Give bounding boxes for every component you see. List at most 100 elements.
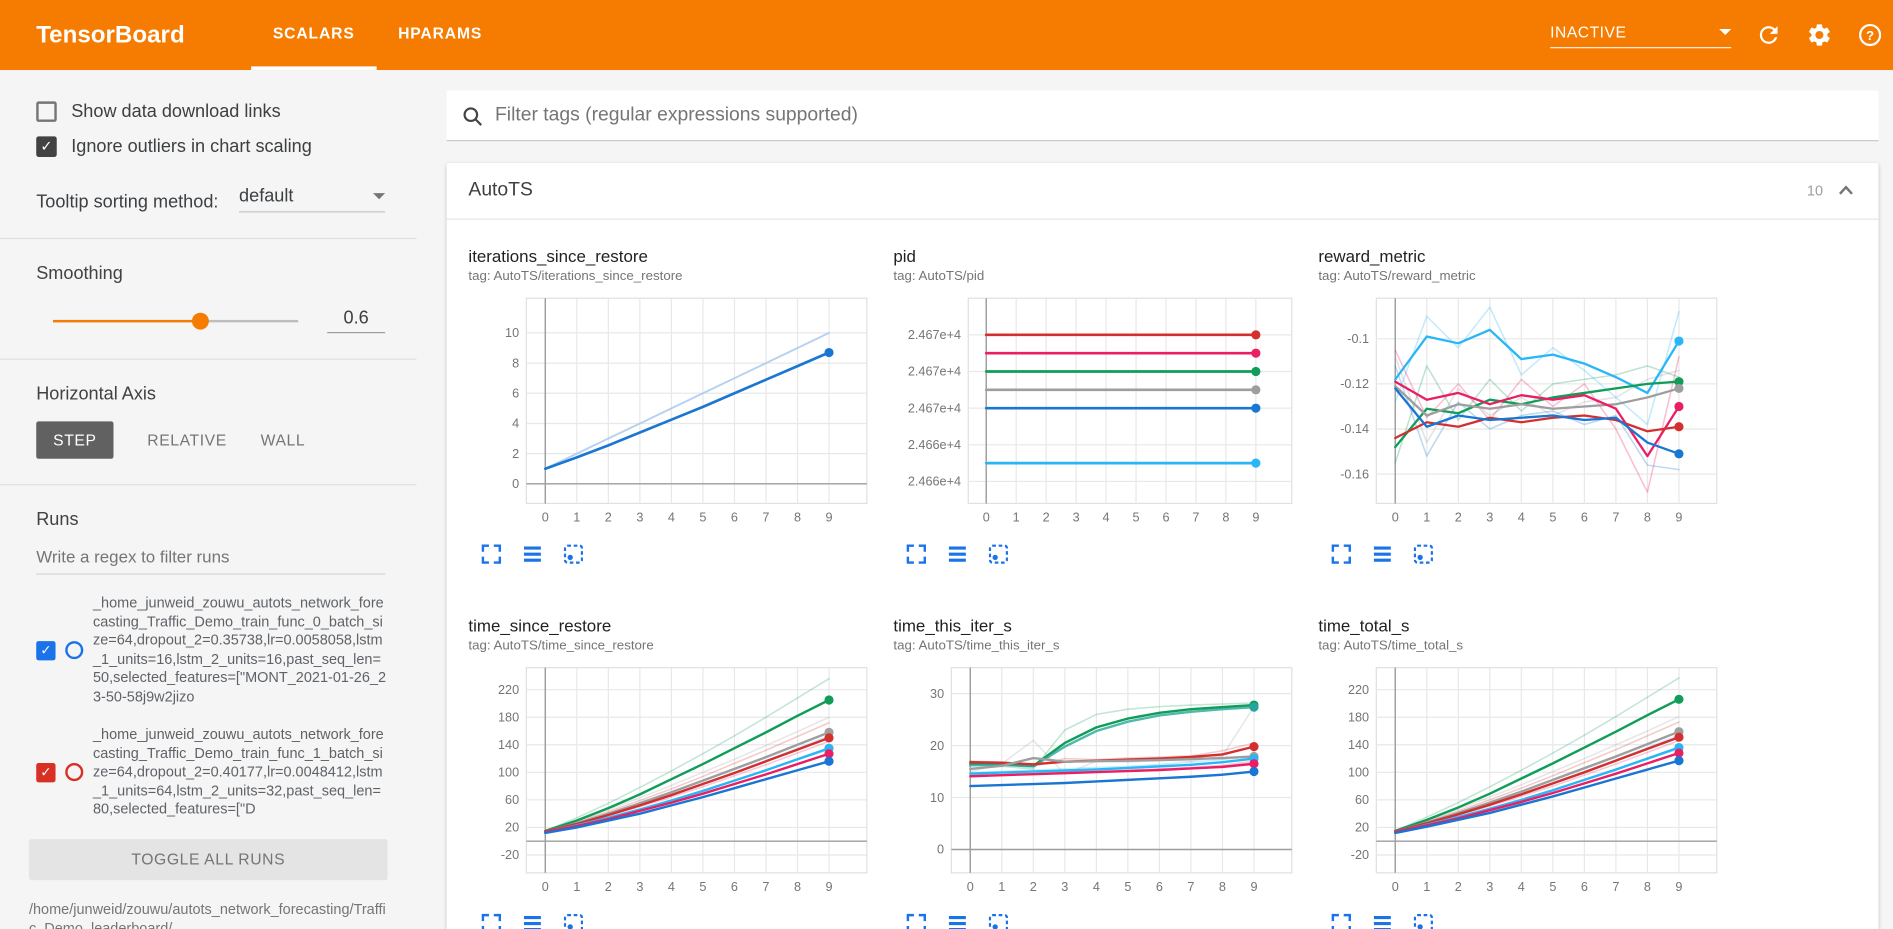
chart-tag: tag: AutoTS/reward_metric (1318, 269, 1476, 284)
svg-text:-0.16: -0.16 (1340, 467, 1369, 481)
svg-text:8: 8 (1644, 880, 1651, 894)
svg-text:6: 6 (1581, 511, 1588, 525)
fit-domain-icon[interactable] (988, 913, 1010, 929)
svg-text:1: 1 (1013, 511, 1020, 525)
run-checkbox[interactable]: ✓ (36, 640, 56, 660)
tag-group-header[interactable]: AutoTS 10 (446, 163, 1879, 220)
logdir-path: /home/junweid/zouwu/autots_network_forec… (28, 900, 386, 929)
chart-cell: reward_metric tag: AutoTS/reward_metric … (1309, 234, 1734, 603)
svg-text:2.466e+4: 2.466e+4 (908, 475, 961, 489)
chart-cell: pid tag: AutoTS/pid 2.467e+4 2.467e+4 2.46… (884, 234, 1309, 603)
ignore-outliers-checkbox[interactable]: ✓ (36, 136, 57, 157)
reload-status-dropdown[interactable]: INACTIVE (1550, 22, 1732, 48)
line-chart[interactable]: -0.1 -0.12 -0.14 -0.16 0 1 2 3 4 5 6 7 8 9 (1318, 291, 1728, 532)
svg-text:180: 180 (498, 710, 519, 724)
chart-actions (468, 543, 874, 565)
expand-chart-icon[interactable] (481, 913, 503, 929)
search-icon (463, 106, 482, 126)
toggle-y-axis-icon[interactable] (522, 543, 544, 565)
toggle-all-runs-button[interactable]: TOGGLE ALL RUNS (28, 838, 388, 880)
show-download-links-checkbox[interactable] (36, 101, 57, 122)
tab-hparams[interactable]: HPARAMS (398, 24, 483, 43)
runs-filter-input[interactable] (36, 539, 386, 575)
scalars-dashboard: AutoTS 10 iterations_since_restore tag: … (417, 70, 1893, 929)
svg-text:140: 140 (498, 738, 519, 752)
toggle-y-axis-icon[interactable] (522, 913, 544, 929)
svg-text:2: 2 (512, 447, 519, 461)
svg-text:8: 8 (1219, 880, 1226, 894)
svg-text:2: 2 (605, 880, 612, 894)
smoothing-value-input[interactable]: 0.6 (327, 308, 386, 334)
toggle-y-axis-icon[interactable] (947, 543, 969, 565)
line-chart[interactable]: 220 180 140 100 60 20 -20 0 1 2 3 4 5 6 7 8 9 (1318, 660, 1728, 901)
run-item[interactable]: ✓ _home_junweid_zouwu_autots_network_for… (0, 726, 417, 820)
svg-text:-20: -20 (1351, 848, 1369, 862)
refresh-icon[interactable] (1755, 22, 1782, 49)
gear-icon[interactable] (1806, 22, 1833, 49)
svg-text:2: 2 (1043, 511, 1050, 525)
svg-text:1: 1 (998, 880, 1005, 894)
svg-text:1: 1 (573, 880, 580, 894)
app-header: TensorBoard SCALARS HPARAMS INACTIVE ? (0, 0, 1893, 71)
chart-actions (1318, 543, 1724, 565)
expand-chart-icon[interactable] (481, 543, 503, 565)
svg-text:9: 9 (1675, 511, 1682, 525)
toggle-y-axis-icon[interactable] (947, 913, 969, 929)
chevron-down-icon (1719, 28, 1732, 35)
chart-title: pid (893, 246, 916, 266)
fit-domain-icon[interactable] (563, 913, 585, 929)
tag-group-count: 10 (1806, 182, 1824, 200)
svg-text:9: 9 (825, 880, 832, 894)
line-chart[interactable]: 2.467e+4 2.467e+4 2.467e+4 2.466e+4 2.466e+4… (893, 291, 1303, 532)
svg-text:10: 10 (505, 326, 519, 340)
ignore-outliers-checkbox-row[interactable]: ✓ Ignore outliers in chart scaling (36, 136, 385, 157)
line-chart[interactable]: 220 180 140 100 60 20 -20 0 1 2 3 4 5 6 7 8 9 (468, 660, 878, 901)
line-chart[interactable]: 30 20 10 0 0 1 2 3 4 5 6 7 8 9 (893, 660, 1303, 901)
tab-scalars[interactable]: SCALARS (251, 0, 377, 71)
slider-thumb[interactable] (191, 312, 209, 329)
line-chart[interactable]: 0 2 4 6 8 10 0 1 2 3 4 5 6 7 8 9 (468, 291, 878, 532)
fit-domain-icon[interactable] (988, 543, 1010, 565)
run-solo-radio[interactable] (65, 763, 84, 782)
header-controls: INACTIVE ? (1550, 0, 1893, 70)
toggle-y-axis-icon[interactable] (1371, 913, 1393, 929)
fit-domain-icon[interactable] (563, 543, 585, 565)
chart-title: time_total_s (1318, 615, 1410, 636)
help-icon[interactable]: ? (1857, 22, 1884, 49)
chart-cell: iterations_since_restore tag: AutoTS/ite… (459, 234, 884, 603)
svg-text:100: 100 (498, 766, 519, 780)
divider (0, 237, 417, 240)
fit-domain-icon[interactable] (1413, 913, 1435, 929)
chevron-up-icon[interactable] (1835, 180, 1857, 202)
svg-text:140: 140 (1348, 738, 1369, 752)
tag-filter-input[interactable] (494, 104, 1865, 127)
chart-actions (468, 913, 874, 929)
chart-actions (1318, 913, 1724, 929)
svg-text:5: 5 (1549, 880, 1556, 894)
svg-text:1: 1 (1423, 880, 1430, 894)
svg-text:220: 220 (498, 683, 519, 697)
fit-domain-icon[interactable] (1413, 543, 1435, 565)
axis-step-button[interactable]: STEP (36, 421, 114, 459)
run-solo-radio[interactable] (65, 641, 84, 660)
expand-chart-icon[interactable] (905, 543, 927, 565)
svg-text:5: 5 (1549, 511, 1556, 525)
slider-fill (53, 319, 201, 322)
chart-tag: tag: AutoTS/iterations_since_restore (468, 269, 683, 284)
expand-chart-icon[interactable] (905, 913, 927, 929)
run-item[interactable]: ✓ _home_junweid_zouwu_autots_network_for… (0, 594, 417, 706)
run-checkbox[interactable]: ✓ (36, 762, 56, 783)
runs-label: Runs (36, 509, 79, 531)
svg-text:6: 6 (1162, 511, 1169, 525)
expand-chart-icon[interactable] (1330, 543, 1352, 565)
toggle-y-axis-icon[interactable] (1371, 543, 1393, 565)
axis-wall-button[interactable]: WALL (260, 431, 306, 450)
expand-chart-icon[interactable] (1330, 913, 1352, 929)
axis-relative-button[interactable]: RELATIVE (147, 431, 227, 450)
show-download-links-checkbox-row[interactable]: Show data download links (36, 101, 385, 122)
tooltip-sort-dropdown[interactable]: default (239, 186, 386, 213)
svg-text:2: 2 (1030, 880, 1037, 894)
divider (0, 358, 417, 360)
smoothing-slider[interactable] (53, 312, 299, 329)
svg-text:2: 2 (1455, 511, 1462, 525)
